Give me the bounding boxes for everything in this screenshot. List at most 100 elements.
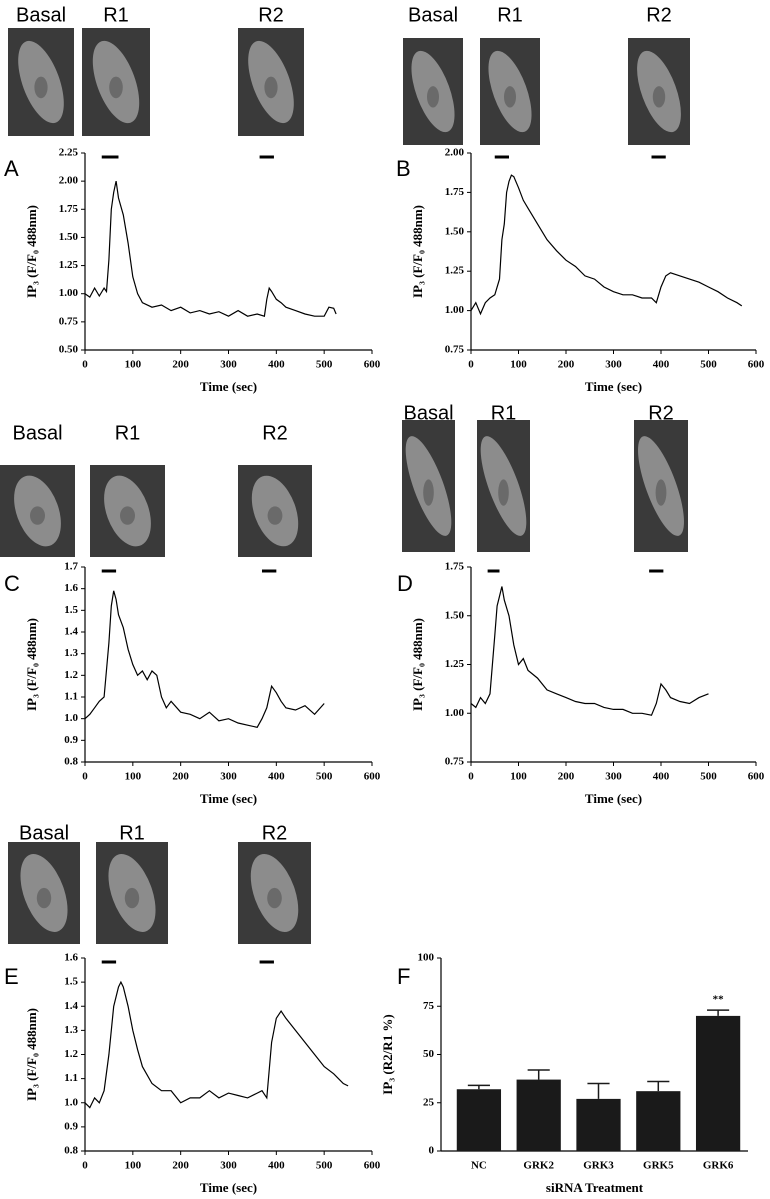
x-tick-label: 600 (364, 359, 381, 371)
x-tick-label: 100 (125, 359, 142, 371)
y-tick-label: 1.0 (64, 1096, 78, 1108)
x-axis-label: Time (sec) (200, 379, 257, 394)
y-tick-label: 1.00 (59, 287, 79, 299)
x-tick-label: 300 (220, 1160, 237, 1172)
error-bar (527, 1069, 550, 1080)
y-axis-label: IP₃ (F/F₀ 488nm) (410, 618, 425, 711)
nucleus (124, 887, 140, 909)
bar (456, 1089, 502, 1151)
panel: E Basal R1 R2 0.8 0.9 1.0 1.1 1.2 1.3 1.4 1.5 1.6 IP₃… (4, 822, 381, 1195)
panel: C Basal R1 R2 0.8 0.9 1.0 1.1 1.2 1.3 1.4 1.5 1.6 1.7… (0, 422, 381, 806)
error-bar (647, 1080, 670, 1092)
error-bar (467, 1084, 490, 1090)
image-label: R1 (119, 822, 145, 844)
trace (84, 590, 325, 728)
y-tick-label: 1.1 (64, 1072, 78, 1084)
y-tick-label: 0.9 (64, 1120, 78, 1132)
panel: D Basal R1 R2 0.75 1.00 1.25 1.50 1.75 IP₃ (F/F₀ … (397, 402, 765, 806)
y-tick-label: 0.75 (445, 756, 465, 768)
y-axis-label: IP₃ (R2/R1 %) (380, 1014, 395, 1094)
panel: A Basal R1 R2 0.50 0.75 1.00 1.25 1.50 1.75 2.00 2.… (4, 4, 381, 394)
bar (576, 1098, 621, 1151)
image-label: R1 (497, 4, 523, 26)
panel: F 0 25 50 75 100 IP₃ (R2/R1 %) siRNA Treatment N… (380, 952, 748, 1195)
trace (84, 180, 337, 317)
image-label: Basal (16, 4, 66, 26)
y-tick-label: 1.0 (64, 712, 78, 724)
x-tick-label: GRK2 (523, 1160, 554, 1172)
x-tick-label: 500 (316, 1160, 333, 1172)
y-tick-label: 0.8 (64, 1145, 78, 1157)
y-tick-label: 2.25 (59, 147, 79, 159)
y-tick-label: 1.25 (445, 265, 465, 277)
nucleus (267, 887, 282, 909)
x-tick-label: NC (471, 1160, 487, 1172)
y-tick-label: 1.1 (64, 691, 78, 703)
image-label: R2 (646, 4, 672, 26)
y-tick-label: 1.2 (64, 1048, 78, 1060)
nucleus (423, 479, 434, 506)
nucleus (36, 887, 52, 909)
image-label: Basal (19, 822, 69, 844)
nucleus (427, 86, 439, 108)
panel-letter: C (4, 571, 20, 596)
y-tick-label: 0.75 (59, 315, 79, 327)
significance: ** (713, 994, 725, 1006)
y-tick-label: 1.3 (64, 1024, 78, 1036)
nucleus (30, 506, 45, 525)
x-tick-label: 300 (220, 359, 237, 371)
x-tick-label: 500 (700, 771, 717, 783)
y-tick-label: 75 (423, 1000, 435, 1012)
image-label: R1 (491, 402, 517, 424)
x-axis-label: Time (sec) (200, 791, 257, 806)
x-axis-label: Time (sec) (585, 379, 642, 394)
panel-letter: B (396, 156, 411, 181)
y-tick-label: 1.6 (64, 952, 78, 964)
y-axis-label: IP₃ (F/F₀ 488nm) (410, 205, 425, 298)
x-tick-label: GRK3 (583, 1160, 614, 1172)
x-tick-label: 500 (316, 771, 333, 783)
trace (470, 174, 743, 316)
x-tick-label: 400 (653, 771, 670, 783)
panel-letter: A (4, 156, 19, 181)
image-label: R2 (262, 422, 288, 444)
x-tick-label: 300 (605, 771, 622, 783)
x-tick-label: 100 (125, 1160, 142, 1172)
x-tick-label: 200 (172, 771, 189, 783)
nucleus (504, 86, 516, 108)
y-tick-label: 50 (423, 1048, 435, 1060)
x-tick-label: 600 (748, 771, 765, 783)
nucleus (655, 479, 667, 506)
x-tick-label: 600 (364, 1160, 381, 1172)
x-tick-label: 200 (172, 1160, 189, 1172)
y-tick-label: 1.25 (445, 658, 465, 670)
y-tick-label: 1.50 (445, 225, 465, 237)
y-tick-label: 1.00 (445, 707, 465, 719)
y-tick-label: 1.2 (64, 669, 78, 681)
nucleus (120, 506, 135, 525)
x-axis-label: siRNA Treatment (546, 1180, 644, 1195)
y-tick-label: 0.9 (64, 734, 78, 746)
image-label: R2 (258, 4, 284, 26)
x-tick-label: 0 (82, 771, 88, 783)
x-tick-label: 500 (316, 359, 333, 371)
x-tick-label: 600 (364, 771, 381, 783)
y-tick-label: 100 (418, 952, 435, 964)
image-label: Basal (12, 422, 62, 444)
x-tick-label: 200 (558, 359, 575, 371)
y-tick-label: 1.75 (445, 561, 465, 573)
nucleus (652, 86, 666, 108)
panel-letter: D (397, 571, 413, 596)
nucleus (109, 76, 123, 99)
x-tick-label: GRK6 (703, 1160, 734, 1172)
trace (470, 586, 709, 716)
y-tick-label: 1.4 (64, 1000, 78, 1012)
nucleus (498, 479, 509, 506)
y-tick-label: 1.00 (445, 304, 465, 316)
panel-letter: F (397, 964, 410, 989)
x-axis-label: Time (sec) (585, 791, 642, 806)
y-tick-label: 1.7 (64, 561, 78, 573)
y-tick-label: 1.6 (64, 582, 78, 594)
